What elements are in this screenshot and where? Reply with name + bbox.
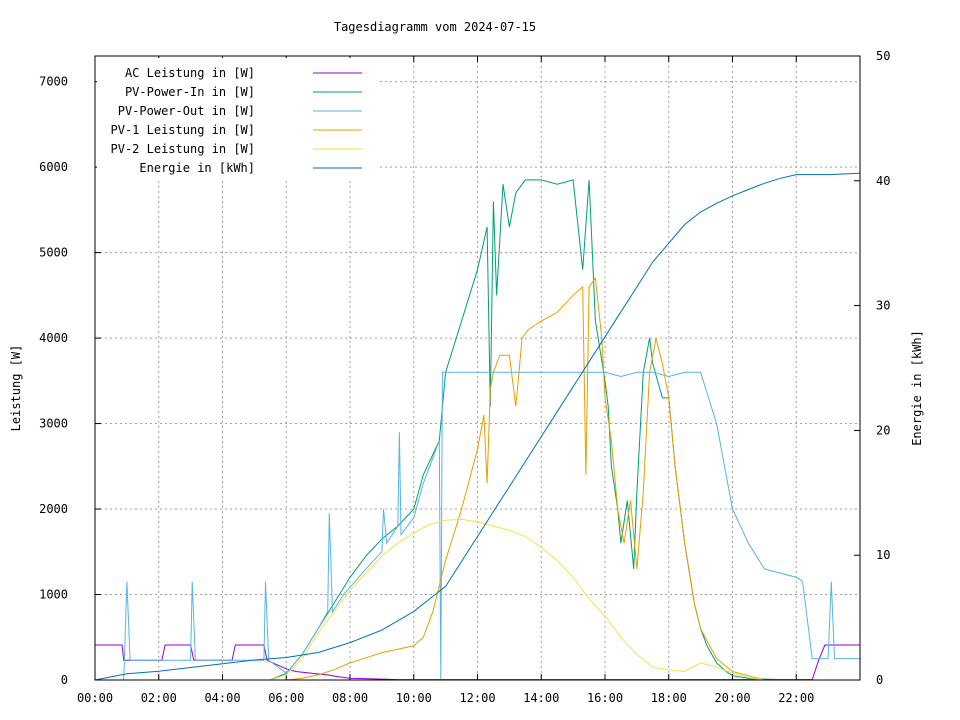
x-tick-label: 16:00 [587,691,623,705]
y2-axis-label: Energie in [kWh] [910,330,924,446]
x-tick-label: 20:00 [714,691,750,705]
series-line-6 [94,172,861,681]
x-tick-label: 08:00 [332,691,368,705]
y2-tick-label: 30 [876,299,890,313]
y-tick-label: 5000 [39,246,68,260]
series-line-2 [95,179,860,681]
x-tick-label: 02:00 [141,691,177,705]
legend-label: Energie in [kWh] [139,161,255,175]
legend: AC Leistung in [W] PV-Power-In in [W] PV-P… [111,66,362,175]
y2-tick-label: 0 [876,673,883,687]
y-tick-label: 0 [61,673,68,687]
series-line-4 [95,276,860,681]
plot-frame [94,55,861,681]
axis-ticks: 00:00 02:00 04:00 06:00 08:00 10:00 12:00 14:00… [39,49,890,705]
x-tick-label: 00:00 [77,691,113,705]
y-tick-label: 1000 [39,588,68,602]
legend-background [97,58,377,178]
x-tick-label: 04:00 [204,691,240,705]
x-tick-label: 12:00 [459,691,495,705]
x-tick-label: 22:00 [778,691,814,705]
y2-tick-label: 20 [876,423,890,437]
series-line-5 [95,518,860,681]
y2-tick-label: 40 [876,174,890,188]
legend-label: PV-2 Leistung in [W] [111,142,256,156]
y2-tick-label: 50 [876,49,890,63]
legend-label: PV-Power-In in [W] [125,85,255,99]
y-tick-label: 3000 [39,417,68,431]
legend-label: AC Leistung in [W] [125,66,255,80]
y-tick-label: 4000 [39,331,68,345]
y-tick-label: 6000 [39,160,68,174]
y-tick-label: 2000 [39,502,68,516]
y2-tick-label: 10 [876,548,890,562]
x-tick-label: 18:00 [651,691,687,705]
x-tick-label: 14:00 [523,691,559,705]
x-tick-label: 10:00 [396,691,432,705]
x-tick-label: 06:00 [268,691,304,705]
y-axis-label: Leistung [W] [9,345,23,432]
grid [95,56,860,680]
legend-label: PV-Power-Out in [W] [118,104,255,118]
y-tick-label: 7000 [39,75,68,89]
chart-title: Tagesdiagramm vom 2024-07-15 [334,20,536,34]
legend-label: PV-1 Leistung in [W] [111,123,256,137]
